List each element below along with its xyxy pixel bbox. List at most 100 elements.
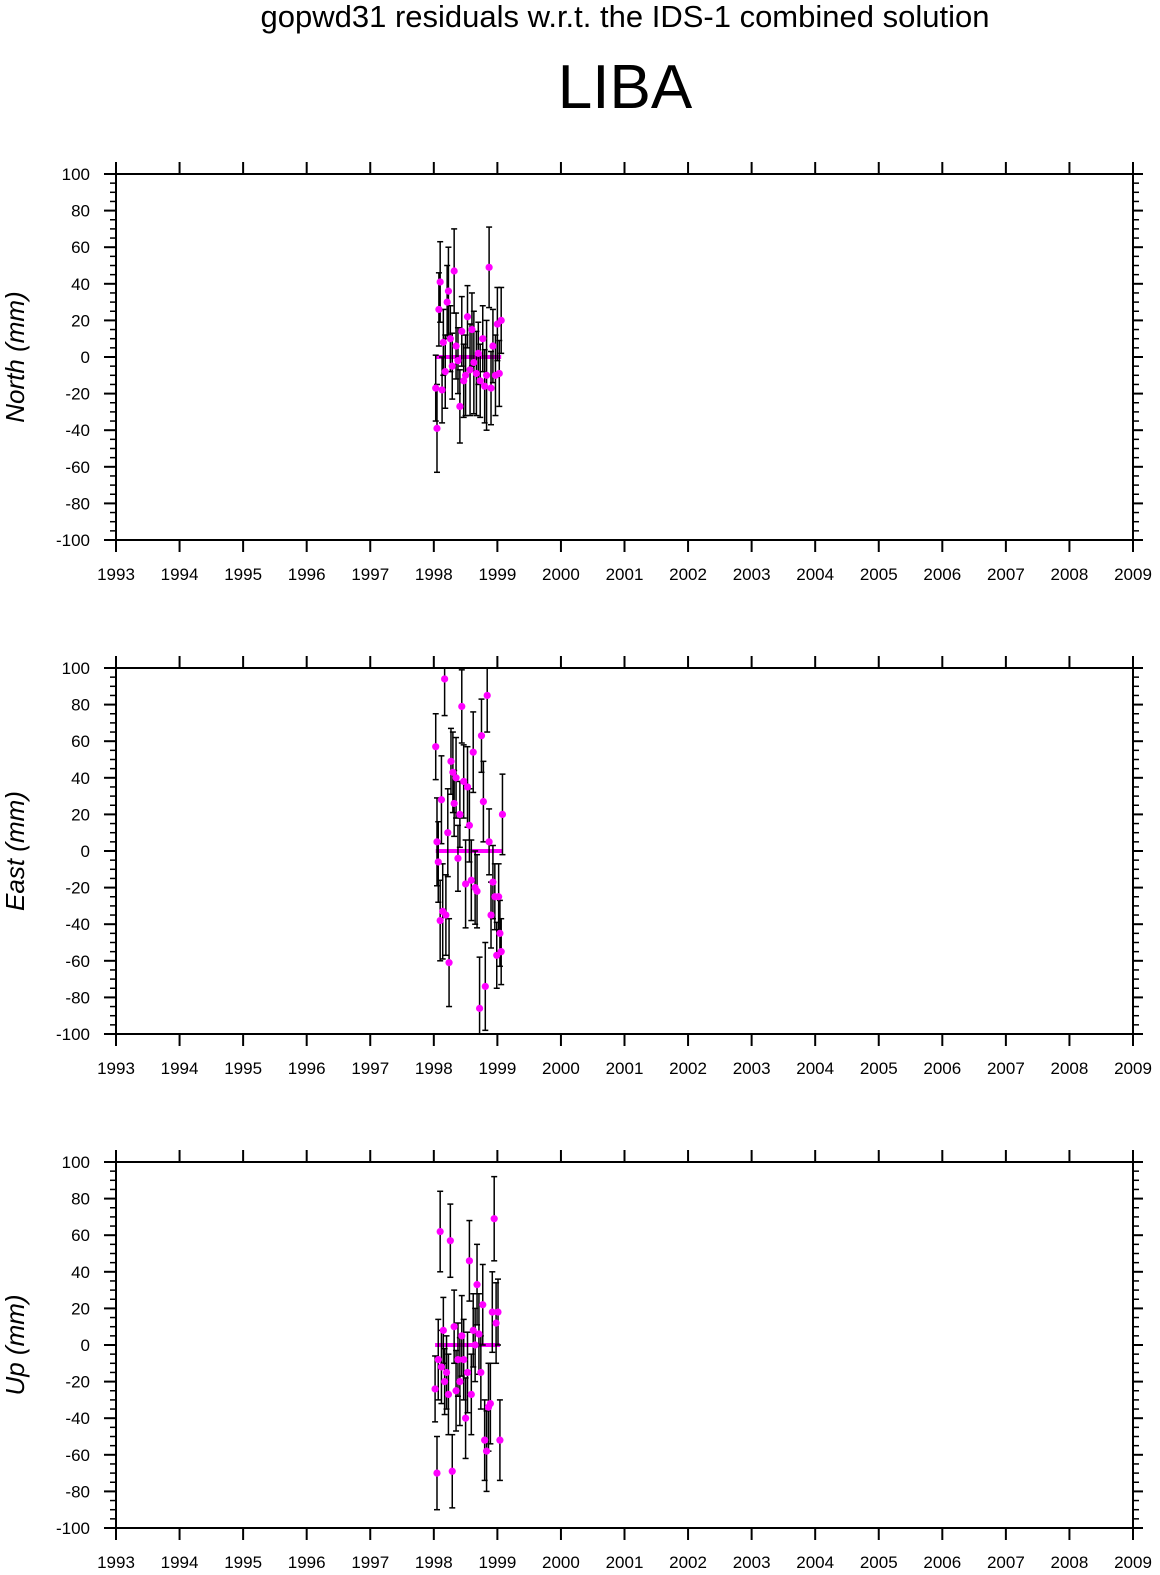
y-tick-label: 80 [71, 696, 90, 715]
x-tick-label: 1994 [161, 1553, 199, 1572]
y-tick-label: 100 [62, 165, 90, 184]
data-point [444, 829, 452, 837]
data-point [436, 916, 444, 925]
data-point [489, 878, 497, 886]
x-tick-label: 2007 [987, 565, 1025, 584]
data-point [475, 1330, 483, 1338]
x-tick-label: 2009 [1114, 565, 1152, 584]
x-tick-label: 2002 [669, 1059, 707, 1078]
x-tick-label: 2008 [1051, 1553, 1089, 1572]
data-point [460, 1356, 468, 1364]
y-tick-label: 40 [71, 275, 90, 294]
data-point [494, 1308, 502, 1316]
data-point [458, 702, 466, 711]
data-point [439, 1326, 447, 1334]
y-tick-label: -20 [65, 385, 90, 404]
station-name: LIBA [557, 53, 693, 122]
y-tick-label: -60 [65, 952, 90, 971]
y-tick-label: 20 [71, 1299, 90, 1318]
panel-north: 1993 1994 1995 1996 1997 1998 1999 2000 2001 2002… [0, 162, 1152, 584]
data-point [458, 327, 466, 335]
data-point [481, 982, 489, 991]
x-tick-label: 1997 [351, 565, 389, 584]
data-point [432, 743, 440, 751]
y-tick-label: 60 [71, 1226, 90, 1245]
data-point [449, 768, 457, 776]
x-tick-label: 2009 [1114, 1553, 1152, 1572]
x-tick-label: 2000 [542, 1059, 580, 1078]
data-point [496, 1436, 504, 1444]
y-axis-title: North (mm) [0, 291, 30, 422]
data-point [442, 1368, 451, 1377]
x-tick-label: 1993 [97, 1059, 135, 1078]
data-point [472, 369, 480, 378]
data-point [497, 948, 505, 956]
plot-frame [115, 173, 1134, 541]
x-tick-label: 1999 [478, 565, 516, 584]
panel-east: 1993 1994 1995 1996 1997 1998 1999 2000 2001 2002… [0, 656, 1152, 1078]
data-point [454, 854, 462, 862]
panel-up: 1993 1994 1995 1996 1997 1998 1999 2000 2001 2002… [0, 1150, 1152, 1572]
y-tick-label: -100 [56, 531, 90, 550]
plot-frame [115, 667, 1134, 1035]
x-tick-label: 2000 [542, 565, 580, 584]
x-tick-label: 2008 [1051, 1059, 1089, 1078]
x-tick-label: 2004 [796, 565, 834, 584]
data-point [495, 893, 503, 901]
data-point [473, 887, 481, 895]
x-tick-label: 2006 [923, 1553, 961, 1572]
x-tick-label: 2004 [796, 1553, 834, 1572]
data-point [470, 358, 478, 367]
data-point [468, 325, 476, 334]
data-point [469, 748, 477, 756]
data-point [461, 371, 470, 379]
data-point [439, 338, 447, 346]
x-tick-label: 2007 [987, 1553, 1025, 1572]
data-point [434, 858, 442, 866]
data-point [479, 335, 487, 343]
x-tick-label: 1994 [161, 565, 199, 584]
data-point [497, 316, 505, 324]
data-point [487, 911, 495, 919]
y-tick-label: 80 [71, 1190, 90, 1209]
error-bar [441, 667, 448, 717]
data-point [446, 335, 454, 343]
data-point [445, 959, 453, 967]
data-point [454, 1356, 462, 1364]
y-tick-label: 40 [71, 769, 90, 788]
y-tick-label: 100 [62, 659, 90, 678]
data-point [488, 1308, 496, 1316]
x-tick-label: 1993 [97, 1553, 135, 1572]
data-point [485, 838, 493, 846]
x-tick-label: 2003 [733, 565, 771, 584]
x-tick-label: 1995 [224, 1059, 262, 1078]
plot-frame [115, 1161, 1134, 1529]
data-point [463, 1368, 472, 1377]
data-point [475, 1004, 484, 1012]
x-tick-label: 2001 [606, 565, 644, 584]
y-tick-label: 80 [71, 202, 90, 221]
x-tick-label: 1999 [478, 1059, 516, 1078]
y-tick-label: -60 [65, 458, 90, 477]
x-tick-label: 1996 [288, 1059, 326, 1078]
y-tick-label: 20 [71, 311, 90, 330]
y-tick-label: -20 [65, 879, 90, 898]
data-point [458, 1332, 466, 1340]
data-point [486, 1399, 494, 1408]
data-point [441, 368, 449, 376]
y-tick-label: -100 [56, 1519, 90, 1538]
data-point [460, 777, 468, 786]
error-bar [484, 667, 491, 733]
x-tick-label: 2008 [1051, 565, 1089, 584]
data-point [441, 675, 449, 683]
data-point [436, 278, 444, 286]
y-axis-title: East (mm) [0, 791, 30, 911]
data-point [471, 1341, 479, 1349]
data-point [481, 382, 489, 390]
data-point [460, 377, 468, 385]
data-point [443, 298, 451, 306]
data-point [452, 774, 460, 782]
data-point [466, 366, 474, 374]
x-tick-label: 1997 [351, 1059, 389, 1078]
